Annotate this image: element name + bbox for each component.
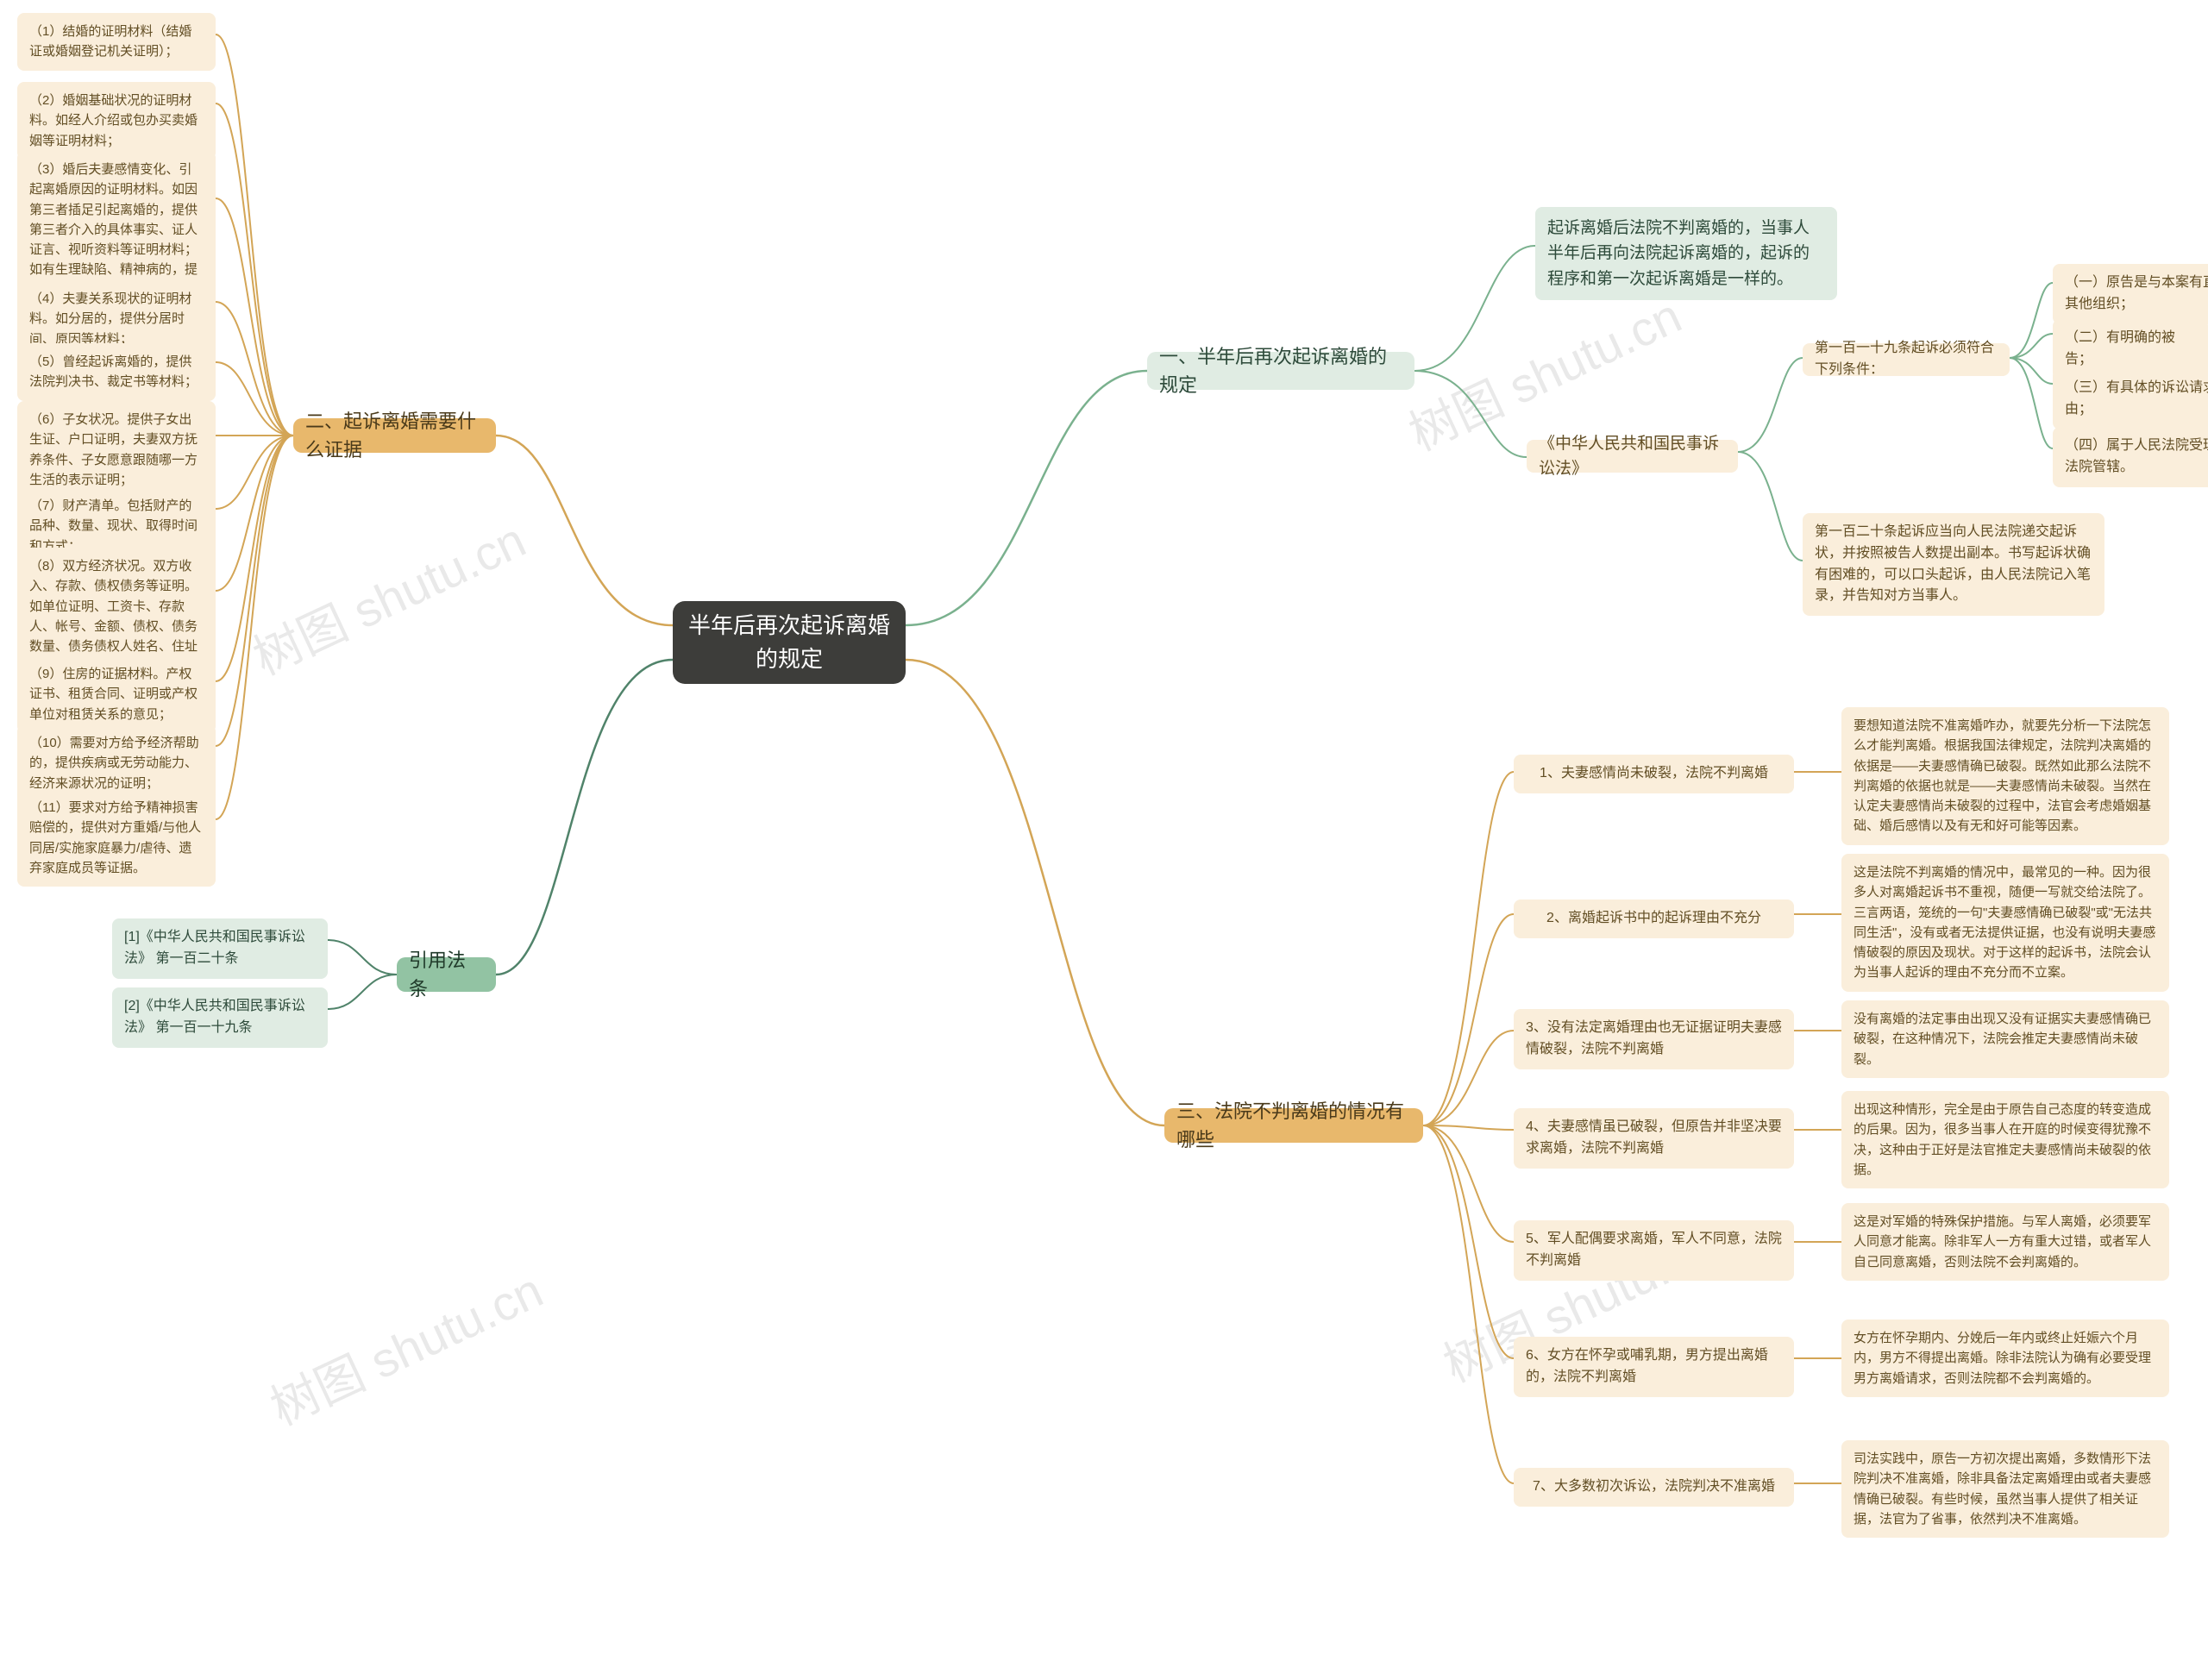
- root-node[interactable]: 半年后再次起诉离婚的规定: [673, 601, 906, 684]
- b4-c2-text: [2]《中华人民共和国民事诉讼法》 第一百一十九条: [124, 996, 316, 1039]
- b3-c6-l-text: 6、女方在怀孕或哺乳期，男方提出离婚的，法院不判离婚: [1526, 1345, 1782, 1389]
- b2-c10-text: （10）需要对方给予经济帮助的，提供疾病或无劳动能力、经济来源状况的证明；: [29, 733, 204, 793]
- b2-c9-text: （9）住房的证据材料。产权证书、租赁合同、证明或产权单位对租赁关系的意见；: [29, 664, 204, 724]
- b1-c1[interactable]: 起诉离婚后法院不判离婚的，当事人半年后再向法院起诉离婚的，起诉的程序和第一次起诉…: [1535, 207, 1837, 300]
- b3-c5-r[interactable]: 这是对军婚的特殊保护措施。与军人离婚，必须要军人同意才能离。除非军人一方有重大过…: [1841, 1203, 2169, 1281]
- b3-c2-r-text: 这是法院不判离婚的情况中，最常见的一种。因为很多人对离婚起诉书不重视，随便一写就…: [1854, 862, 2157, 983]
- b2-c6[interactable]: （6）子女状况。提供子女出生证、户口证明，夫妻双方抚养条件、子女愿意跟随哪一方生…: [17, 401, 216, 498]
- b1-c2-2-text: 第一百二十条起诉应当向人民法院递交起诉状，并按照被告人数提出副本。书写起诉状确有…: [1815, 522, 2092, 607]
- b3-c1-l[interactable]: 1、夫妻感情尚未破裂，法院不判离婚: [1514, 755, 1794, 793]
- b2-c4-text: （4）夫妻关系现状的证明材料。如分居的，提供分居时间、原因等材料；: [29, 289, 204, 349]
- b4-c1-text: [1]《中华人民共和国民事诉讼法》 第一百二十条: [124, 927, 316, 970]
- b3-c7-r-text: 司法实践中，原告一方初次提出离婚，多数情形下法院判决不准离婚，除非具备法定离婚理…: [1854, 1449, 2157, 1529]
- b1-c2-1-1-text: （一）原告是与本案有直接利害关系的公民、法人和其他组织；: [2065, 273, 2208, 316]
- b3-c1-r-text: 要想知道法院不准离婚咋办，就要先分析一下法院怎么才能判离婚。根据我国法律规定，法…: [1854, 716, 2157, 837]
- b2-c2[interactable]: （2）婚姻基础状况的证明材料。如经人介绍或包办买卖婚姻等证明材料；: [17, 82, 216, 160]
- b3-c5-r-text: 这是对军婚的特殊保护措施。与军人离婚，必须要军人同意才能离。除非军人一方有重大过…: [1854, 1212, 2157, 1272]
- branch-4[interactable]: 引用法条: [397, 957, 496, 992]
- b3-c6-r[interactable]: 女方在怀孕期内、分娩后一年内或终止妊娠六个月内，男方不得提出离婚。除非法院认为确…: [1841, 1320, 2169, 1397]
- b4-c1[interactable]: [1]《中华人民共和国民事诉讼法》 第一百二十条: [112, 918, 328, 979]
- b2-c5[interactable]: （5）曾经起诉离婚的，提供法院判决书、裁定书等材料；: [17, 343, 216, 401]
- root-label: 半年后再次起诉离婚的规定: [685, 609, 894, 676]
- b3-c2-l-text: 2、离婚起诉书中的起诉理由不充分: [1546, 908, 1761, 930]
- watermark: 树图 shutu.cn: [241, 502, 536, 689]
- b3-c1-l-text: 1、夫妻感情尚未破裂，法院不判离婚: [1540, 763, 1768, 785]
- b3-c3-r[interactable]: 没有离婚的法定事由出现又没有证据实夫妻感情确已破裂，在这种情况下，法院会推定夫妻…: [1841, 1000, 2169, 1078]
- b3-c3-r-text: 没有离婚的法定事由出现又没有证据实夫妻感情确已破裂，在这种情况下，法院会推定夫妻…: [1854, 1009, 2157, 1069]
- b1-c1-text: 起诉离婚后法院不判离婚的，当事人半年后再向法院起诉离婚的，起诉的程序和第一次起诉…: [1547, 216, 1825, 291]
- branch-3-label: 三、法院不判离婚的情况有哪些: [1176, 1097, 1411, 1154]
- b1-c2-1-4[interactable]: （四）属于人民法院受理民事诉讼的范围和受诉人民法院管辖。: [2053, 427, 2208, 487]
- b2-c1[interactable]: （1）结婚的证明材料（结婚证或婚姻登记机关证明）；: [17, 13, 216, 71]
- b2-c2-text: （2）婚姻基础状况的证明材料。如经人介绍或包办买卖婚姻等证明材料；: [29, 91, 204, 151]
- b2-c3-text: （3）婚后夫妻感情变化、引起离婚原因的证明材料。如因第三者插足引起离婚的，提供第…: [29, 160, 204, 300]
- watermark: 树图 shutu.cn: [258, 1252, 553, 1439]
- b3-c4-l-text: 4、夫妻感情虽已破裂，但原告并非坚决要求离婚，法院不判离婚: [1526, 1117, 1782, 1160]
- branch-1[interactable]: 一、半年后再次起诉离婚的规定: [1147, 352, 1414, 390]
- b1-c2-1-text: 第一百一十九条起诉必须符合下列条件：: [1815, 338, 1998, 381]
- b1-c2[interactable]: 《中华人民共和国民事诉讼法》: [1527, 440, 1738, 473]
- b1-c2-1-1[interactable]: （一）原告是与本案有直接利害关系的公民、法人和其他组织；: [2053, 264, 2208, 324]
- b2-c11[interactable]: （11）要求对方给予精神损害赔偿的，提供对方重婚/与他人同居/实施家庭暴力/虐待…: [17, 789, 216, 887]
- branch-1-label: 一、半年后再次起诉离婚的规定: [1159, 342, 1402, 399]
- b3-c6-r-text: 女方在怀孕期内、分娩后一年内或终止妊娠六个月内，男方不得提出离婚。除非法院认为确…: [1854, 1328, 2157, 1389]
- b3-c2-r[interactable]: 这是法院不判离婚的情况中，最常见的一种。因为很多人对离婚起诉书不重视，随便一写就…: [1841, 854, 2169, 992]
- branch-4-label: 引用法条: [409, 946, 484, 1003]
- b3-c4-l[interactable]: 4、夫妻感情虽已破裂，但原告并非坚决要求离婚，法院不判离婚: [1514, 1108, 1794, 1169]
- branch-2-label: 二、起诉离婚需要什么证据: [305, 407, 484, 464]
- b3-c5-l-text: 5、军人配偶要求离婚，军人不同意，法院不判离婚: [1526, 1229, 1782, 1272]
- b2-c5-text: （5）曾经起诉离婚的，提供法院判决书、裁定书等材料；: [29, 352, 204, 392]
- b3-c7-l[interactable]: 7、大多数初次诉讼，法院判决不准离婚: [1514, 1468, 1794, 1507]
- branch-3[interactable]: 三、法院不判离婚的情况有哪些: [1164, 1108, 1423, 1143]
- b2-c1-text: （1）结婚的证明材料（结婚证或婚姻登记机关证明）；: [29, 22, 204, 62]
- b3-c5-l[interactable]: 5、军人配偶要求离婚，军人不同意，法院不判离婚: [1514, 1220, 1794, 1281]
- b3-c7-r[interactable]: 司法实践中，原告一方初次提出离婚，多数情形下法院判决不准离婚，除非具备法定离婚理…: [1841, 1440, 2169, 1538]
- b1-c2-2[interactable]: 第一百二十条起诉应当向人民法院递交起诉状，并按照被告人数提出副本。书写起诉状确有…: [1803, 513, 2104, 616]
- b1-c2-1-2-text: （二）有明确的被告；: [2065, 328, 2196, 371]
- b3-c7-l-text: 7、大多数初次诉讼，法院判决不准离婚: [1533, 1476, 1775, 1498]
- b1-c2-1-4-text: （四）属于人民法院受理民事诉讼的范围和受诉人民法院管辖。: [2065, 436, 2208, 479]
- b1-c2-1[interactable]: 第一百一十九条起诉必须符合下列条件：: [1803, 343, 2010, 376]
- b1-c2-1-3[interactable]: （三）有具体的诉讼请求和事实、理由；: [2053, 369, 2208, 429]
- b3-c3-l-text: 3、没有法定离婚理由也无证据证明夫妻感情破裂，法院不判离婚: [1526, 1018, 1782, 1061]
- b3-c6-l[interactable]: 6、女方在怀孕或哺乳期，男方提出离婚的，法院不判离婚: [1514, 1337, 1794, 1397]
- b1-c2-text: 《中华人民共和国民事诉讼法》: [1539, 431, 1726, 482]
- b3-c1-r[interactable]: 要想知道法院不准离婚咋办，就要先分析一下法院怎么才能判离婚。根据我国法律规定，法…: [1841, 707, 2169, 845]
- b2-c6-text: （6）子女状况。提供子女出生证、户口证明，夫妻双方抚养条件、子女愿意跟随哪一方生…: [29, 410, 204, 490]
- b3-c4-r-text: 出现这种情形，完全是由于原告自己态度的转变造成的后果。因为，很多当事人在开庭的时…: [1854, 1100, 2157, 1180]
- b3-c2-l[interactable]: 2、离婚起诉书中的起诉理由不充分: [1514, 900, 1794, 938]
- b4-c2[interactable]: [2]《中华人民共和国民事诉讼法》 第一百一十九条: [112, 987, 328, 1048]
- branch-2[interactable]: 二、起诉离婚需要什么证据: [293, 418, 496, 453]
- b1-c2-1-3-text: （三）有具体的诉讼请求和事实、理由；: [2065, 378, 2208, 421]
- b3-c3-l[interactable]: 3、没有法定离婚理由也无证据证明夫妻感情破裂，法院不判离婚: [1514, 1009, 1794, 1069]
- b2-c9[interactable]: （9）住房的证据材料。产权证书、租赁合同、证明或产权单位对租赁关系的意见；: [17, 655, 216, 733]
- b3-c4-r[interactable]: 出现这种情形，完全是由于原告自己态度的转变造成的后果。因为，很多当事人在开庭的时…: [1841, 1091, 2169, 1188]
- b2-c11-text: （11）要求对方给予精神损害赔偿的，提供对方重婚/与他人同居/实施家庭暴力/虐待…: [29, 798, 204, 878]
